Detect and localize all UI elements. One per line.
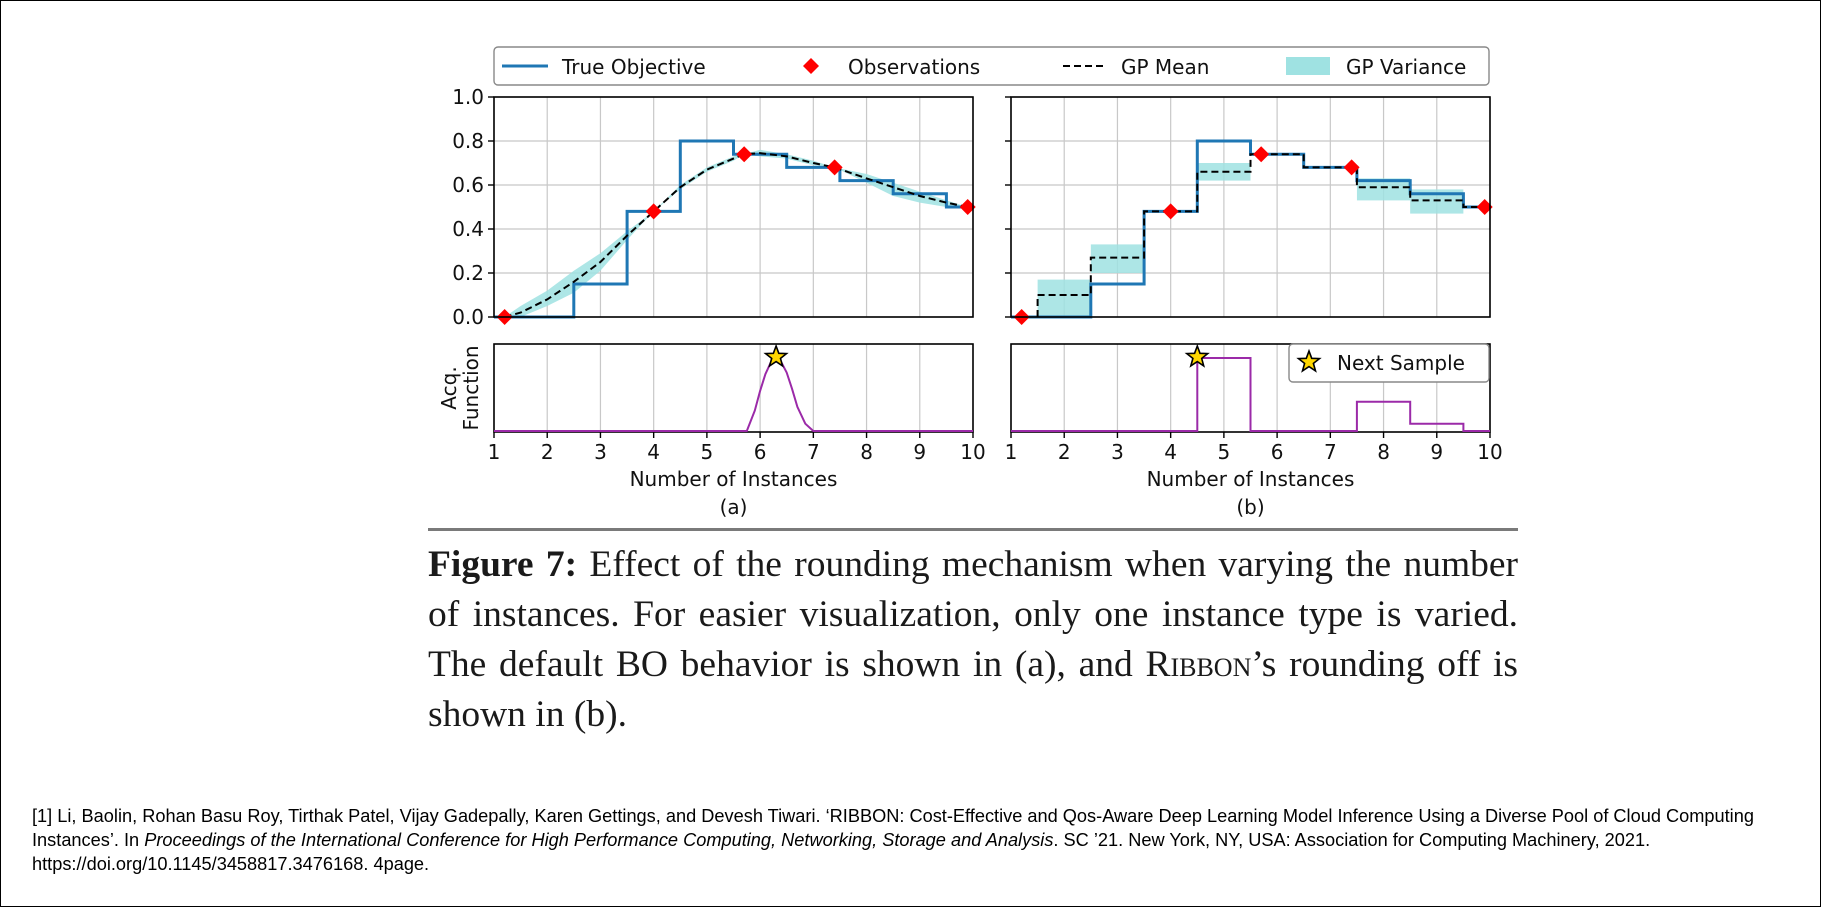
- x-tick-label-b: 1: [1005, 440, 1018, 464]
- observation-point-a: [645, 203, 662, 220]
- x-tick-label-b: 7: [1324, 440, 1337, 464]
- reference-proceedings: Proceedings of the International Confere…: [144, 830, 1054, 850]
- legend-label-next-sample: Next Sample: [1337, 351, 1465, 375]
- x-tick-label-b: 4: [1164, 440, 1177, 464]
- x-tick-label-a: 7: [807, 440, 820, 464]
- reference-authors-title: [1] Li, Baolin, Rohan Basu Roy, Tirthak …: [32, 806, 1754, 850]
- gp-variance-band-b: [1090, 244, 1145, 273]
- plot-frame-b: [1010, 96, 1491, 318]
- gp-mean-line-b: [1036, 153, 1490, 317]
- gp-variance-band-b: [1356, 178, 1411, 201]
- x-tick-label-b: 6: [1271, 440, 1284, 464]
- legend-label-true-objective: True Objective: [561, 55, 706, 79]
- x-tick-label-a: 9: [913, 440, 926, 464]
- observation-point-b: [1343, 159, 1360, 176]
- y-tick-label-a: 0.8: [452, 129, 484, 153]
- acquisition-line-a: [494, 356, 973, 432]
- x-tick-label-b: 10: [1477, 440, 1502, 464]
- y-tick-label-a: 0.6: [452, 173, 484, 197]
- acq-ylabel-line: Function: [459, 345, 483, 430]
- y-tick-label-a: 0.0: [452, 305, 484, 329]
- figure-caption: Figure 7: Effect of the rounding mechani…: [428, 540, 1518, 740]
- legend-label-gp-variance: GP Variance: [1346, 55, 1466, 79]
- x-axis-label-a: Number of Instances: [630, 467, 838, 491]
- x-tick-label-a: 10: [960, 440, 985, 464]
- next-sample-legend-box: [1288, 343, 1490, 383]
- x-tick-label-a: 5: [701, 440, 714, 464]
- x-tick-label-b: 2: [1058, 440, 1071, 464]
- next-sample-star-a: [763, 343, 789, 368]
- legend-label-observations: Observations: [848, 55, 980, 79]
- x-axis-label-b: Number of Instances: [1147, 467, 1355, 491]
- observation-point-b: [1162, 203, 1179, 220]
- gp-variance-band-b: [1037, 279, 1091, 317]
- acquisition-line-b: [1011, 357, 1490, 432]
- acq-frame-a: [493, 343, 974, 433]
- x-tick-label-a: 6: [754, 440, 767, 464]
- x-tick-label-b: 3: [1111, 440, 1124, 464]
- x-tick-label-b: 8: [1377, 440, 1390, 464]
- caption-rule: [428, 528, 1518, 531]
- caption-ribbon: Ribbon: [1145, 644, 1252, 685]
- x-tick-label-a: 3: [594, 440, 607, 464]
- legend-swatch-observations: [803, 58, 819, 74]
- x-tick-label-a: 2: [541, 440, 554, 464]
- x-tick-label-a: 1: [488, 440, 501, 464]
- caption-text-before: Effect of the rounding mechanism when va…: [428, 544, 1518, 685]
- next-sample-star-b: [1184, 343, 1210, 368]
- legend-swatch-next-sample: [1296, 348, 1322, 373]
- figure-7-chart: 0.0 0.2 0.4 0.6 0.8 1.0 1 2 3 4 5 6 7 8 9 10 Number of I…: [437, 46, 1503, 519]
- observation-point-a: [959, 199, 976, 215]
- x-tick-label-b: 9: [1430, 440, 1443, 464]
- plot-frame-a: [493, 96, 974, 318]
- panel-label-b: (b): [1236, 495, 1264, 519]
- legend-swatch-gp-variance: [1286, 57, 1330, 75]
- y-tick-label-a: 0.4: [452, 217, 484, 241]
- gp-variance-band-a: [504, 149, 968, 317]
- x-tick-label-b: 5: [1218, 440, 1231, 464]
- reference-publisher: . SC ’21. New York, NY, USA: Association…: [32, 830, 1651, 874]
- observation-point-a: [736, 146, 753, 163]
- y-tick-label-a: 1.0: [452, 85, 484, 109]
- y-tick-label-a: 0.2: [452, 261, 484, 285]
- reference-citation: [1] Li, Baolin, Rohan Basu Roy, Tirthak …: [32, 804, 1792, 876]
- panel-label-a: (a): [720, 495, 748, 519]
- caption-label: Figure 7:: [428, 544, 578, 585]
- caption-text-after: ’s rounding off is shown in (b).: [428, 644, 1518, 735]
- observation-point-a: [826, 159, 843, 176]
- observation-point-b: [1253, 146, 1270, 163]
- legend-label-gp-mean: GP Mean: [1121, 55, 1209, 79]
- observation-point-b: [1476, 199, 1493, 215]
- x-tick-label-a: 4: [647, 440, 660, 464]
- true-objective-line-a: [494, 139, 973, 319]
- legend-box: [493, 46, 1490, 86]
- x-tick-label-a: 8: [860, 440, 873, 464]
- acq-ylabel-line: Acq.: [437, 366, 461, 409]
